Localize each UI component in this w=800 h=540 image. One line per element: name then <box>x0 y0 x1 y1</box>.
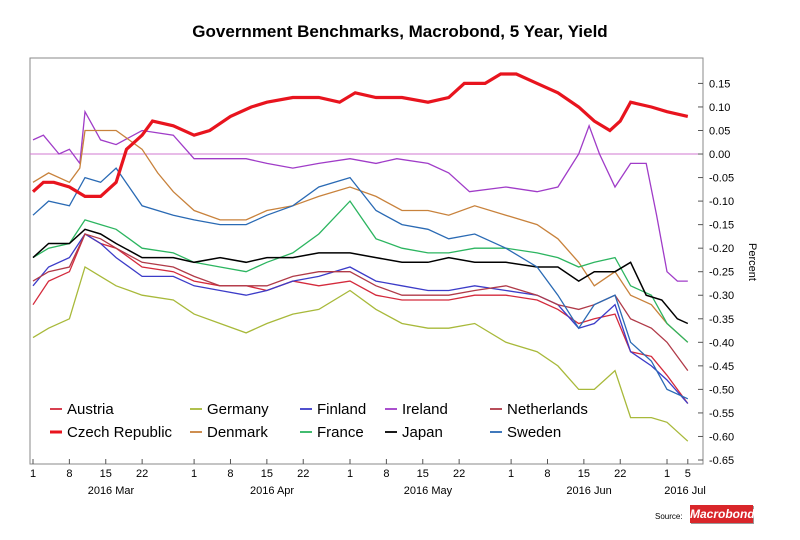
y-tick-label: -0.10 <box>709 196 734 208</box>
series-line-germany <box>32 266 689 442</box>
x-tick-label: 15 <box>100 468 112 480</box>
x-tick-label: 22 <box>136 468 148 480</box>
x-tick-label: 8 <box>227 468 233 480</box>
month-label: 2016 Jun <box>566 485 611 497</box>
y-tick-label: -0.30 <box>709 290 734 302</box>
month-label: 2016 Mar <box>88 485 135 497</box>
y-tick-label: -0.50 <box>709 384 734 396</box>
x-tick-label: 22 <box>297 468 309 480</box>
series-line-japan <box>32 228 689 325</box>
x-tick-label: 22 <box>614 468 626 480</box>
month-label: 2016 May <box>404 485 453 497</box>
series-lines <box>31 72 689 442</box>
y-tick-label: 0.15 <box>709 78 730 90</box>
series-line-denmark <box>32 129 689 343</box>
y-tick-label: -0.55 <box>709 408 734 420</box>
y-tick-label: -0.35 <box>709 314 734 326</box>
macrobond-logo: Macrobond <box>690 505 755 523</box>
month-label: 2016 Apr <box>250 485 294 497</box>
legend-label-sweden: Sweden <box>507 424 561 441</box>
month-label: 2016 Jul <box>664 485 706 497</box>
y-tick-label: -0.15 <box>709 220 734 232</box>
source-label: Source: <box>655 512 683 521</box>
legend-label-czech-republic: Czech Republic <box>67 424 173 441</box>
chart-title: Government Benchmarks, Macrobond, 5 Year… <box>192 22 608 41</box>
legend-label-finland: Finland <box>317 401 366 418</box>
x-tick-label: 15 <box>578 468 590 480</box>
y-axis: 0.15 0.10 0.05 0.00 -0.05 -0.10 -0.15 -0.20 -0.2… <box>698 78 734 467</box>
x-tick-label: 22 <box>453 468 465 480</box>
series-line-sweden <box>32 167 689 400</box>
y-tick-label: -0.65 <box>709 455 734 467</box>
legend-label-france: France <box>317 424 364 441</box>
y-tick-label: -0.40 <box>709 337 734 349</box>
legend: Austria Germany Finland Ireland Netherlands C… <box>50 401 588 441</box>
x-tick-label: 15 <box>261 468 273 480</box>
series-line-austria <box>32 233 689 404</box>
y-axis-title: Percent <box>746 243 758 281</box>
x-tick-label: 1 <box>30 468 36 480</box>
y-tick-label: -0.25 <box>709 267 734 279</box>
legend-label-germany: Germany <box>207 401 269 418</box>
y-tick-label: 0.00 <box>709 149 730 161</box>
x-tick-label: 1 <box>508 468 514 480</box>
x-tick-label: 1 <box>191 468 197 480</box>
x-tick-label: 8 <box>544 468 550 480</box>
y-tick-label: 0.05 <box>709 125 730 137</box>
y-tick-label: -0.60 <box>709 431 734 443</box>
y-tick-label: -0.20 <box>709 243 734 255</box>
legend-label-ireland: Ireland <box>402 401 448 418</box>
y-tick-label: -0.45 <box>709 361 734 373</box>
x-tick-label: 8 <box>383 468 389 480</box>
legend-label-denmark: Denmark <box>207 424 268 441</box>
x-tick-label: 5 <box>685 468 691 480</box>
x-tick-label: 1 <box>664 468 670 480</box>
x-tick-label: 8 <box>66 468 72 480</box>
series-line-czech-republic <box>31 72 689 198</box>
series-line-finland <box>32 233 689 404</box>
series-line-france <box>32 200 689 343</box>
plot-area <box>29 57 704 465</box>
legend-label-austria: Austria <box>67 401 114 418</box>
y-tick-label: 0.10 <box>709 102 730 114</box>
x-tick-label: 15 <box>417 468 429 480</box>
y-tick-label: -0.05 <box>709 173 734 185</box>
legend-label-netherlands: Netherlands <box>507 401 588 418</box>
x-tick-label: 1 <box>347 468 353 480</box>
legend-label-japan: Japan <box>402 424 443 441</box>
